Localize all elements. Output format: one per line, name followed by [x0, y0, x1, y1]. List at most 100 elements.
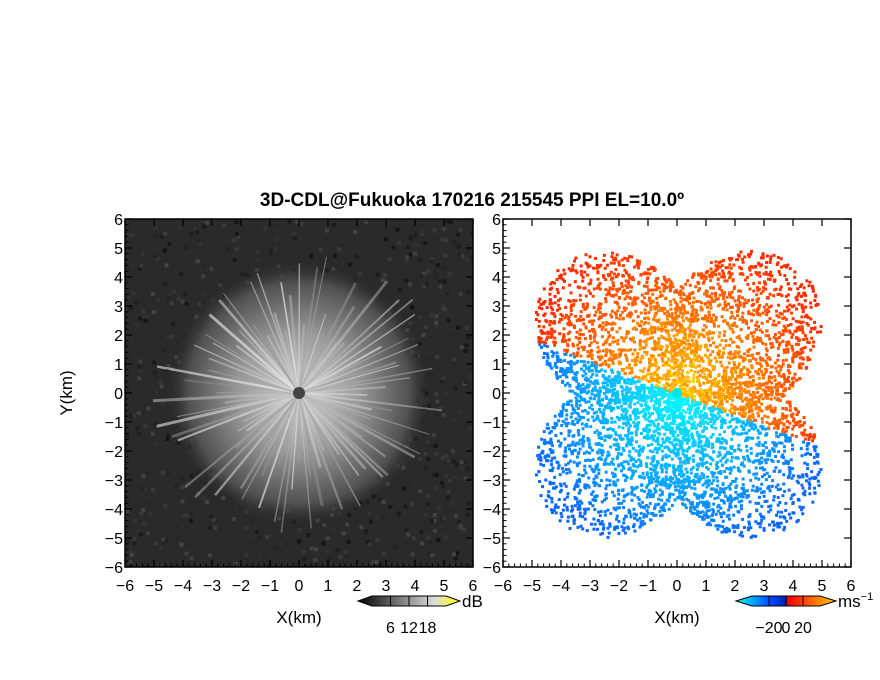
noise-cell	[410, 264, 415, 269]
velocity-cell	[765, 303, 769, 307]
velocity-cell	[561, 373, 565, 377]
velocity-cell	[657, 399, 661, 403]
velocity-cell	[579, 524, 583, 528]
velocity-cell	[729, 274, 733, 278]
noise-cell	[451, 417, 456, 422]
velocity-cell	[706, 467, 710, 471]
velocity-cell	[589, 341, 593, 345]
velocity-cell	[649, 399, 653, 403]
velocity-cell	[813, 449, 817, 453]
velocity-cell	[668, 288, 672, 292]
velocity-cell	[757, 501, 761, 505]
noise-cell	[429, 519, 434, 524]
velocity-cell	[648, 328, 652, 332]
noise-cell	[445, 495, 450, 500]
velocity-cell	[623, 291, 627, 295]
echo-ray	[194, 344, 300, 394]
noise-cell	[132, 536, 137, 541]
velocity-cell	[813, 447, 817, 451]
echo-ray	[298, 324, 305, 394]
velocity-cell	[795, 479, 799, 483]
velocity-cell	[613, 311, 617, 315]
echo-ray	[298, 337, 409, 394]
velocity-cell	[757, 495, 761, 499]
velocity-cell	[654, 513, 658, 517]
velocity-cell	[723, 408, 727, 412]
velocity-cell	[610, 251, 614, 255]
velocity-cell	[701, 510, 705, 514]
velocity-cell	[730, 499, 734, 503]
velocity-cell	[617, 445, 621, 449]
velocity-cell	[617, 306, 621, 310]
velocity-cell	[661, 327, 665, 331]
velocity-cell	[639, 369, 643, 373]
echo-ray	[298, 364, 400, 394]
velocity-cell	[728, 305, 732, 309]
velocity-cell	[706, 348, 710, 352]
noise-cell	[435, 399, 440, 404]
velocity-cell	[586, 265, 590, 269]
velocity-cell	[612, 443, 616, 447]
velocity-cell	[754, 534, 758, 538]
velocity-cell	[603, 438, 607, 442]
velocity-cell	[565, 367, 569, 371]
noise-cell	[318, 247, 323, 252]
velocity-cell	[630, 492, 634, 496]
velocity-cell	[599, 410, 603, 414]
velocity-cell	[672, 383, 676, 387]
velocity-cell	[788, 403, 792, 407]
velocity-cell	[690, 344, 694, 348]
noise-cell	[345, 269, 350, 274]
velocity-cell	[730, 327, 734, 331]
noise-cell	[298, 235, 303, 240]
velocity-cell	[640, 523, 644, 527]
velocity-cell	[730, 290, 734, 294]
noise-cell	[358, 272, 363, 277]
noise-cell	[214, 541, 219, 546]
velocity-cell	[694, 415, 698, 419]
velocity-cell	[729, 357, 733, 361]
velocity-cell	[552, 481, 556, 485]
velocity-cell	[721, 297, 725, 301]
velocity-cell	[705, 515, 709, 519]
velocity-cell	[679, 325, 683, 329]
velocity-cell	[693, 443, 697, 447]
velocity-cell	[736, 466, 740, 470]
velocity-cell	[611, 287, 615, 291]
velocity-cell	[731, 429, 735, 433]
velocity-cell	[704, 314, 708, 318]
velocity-cell	[712, 341, 716, 345]
velocity-cell	[631, 352, 635, 356]
velocity-cell	[695, 430, 699, 434]
velocity-cell	[704, 453, 708, 457]
velocity-cell	[736, 374, 740, 378]
velocity-cell	[564, 306, 568, 310]
velocity-cell	[781, 406, 785, 410]
velocity-cell	[724, 344, 728, 348]
velocity-cell	[550, 301, 554, 305]
velocity-cell	[651, 336, 655, 340]
reflectivity-x-axis: −6 −5 −4 −3 −2 −1 0 1 2 3 4 5 6	[116, 219, 478, 595]
noise-cell	[466, 249, 471, 254]
velocity-cell	[638, 516, 642, 520]
noise-cell	[426, 502, 431, 507]
velocity-cell	[774, 323, 778, 327]
velocity-cell	[596, 414, 600, 418]
velocity-cell	[615, 253, 619, 257]
noise-cell	[141, 521, 146, 526]
velocity-cell	[546, 494, 550, 498]
velocity-cell	[793, 270, 797, 274]
radar-site-marker	[293, 387, 305, 399]
velocity-cell	[690, 486, 694, 490]
velocity-cell	[548, 468, 552, 472]
velocity-cell	[779, 333, 783, 337]
velocity-cell	[557, 303, 561, 307]
velocity-cell	[708, 395, 712, 399]
velocity-cell	[618, 416, 622, 420]
velocity-cell	[656, 326, 660, 330]
velocity-cell	[633, 414, 637, 418]
velocity-cell	[612, 284, 616, 288]
velocity-cell	[604, 457, 608, 461]
noise-cell	[131, 413, 136, 418]
velocity-cell	[594, 481, 598, 485]
